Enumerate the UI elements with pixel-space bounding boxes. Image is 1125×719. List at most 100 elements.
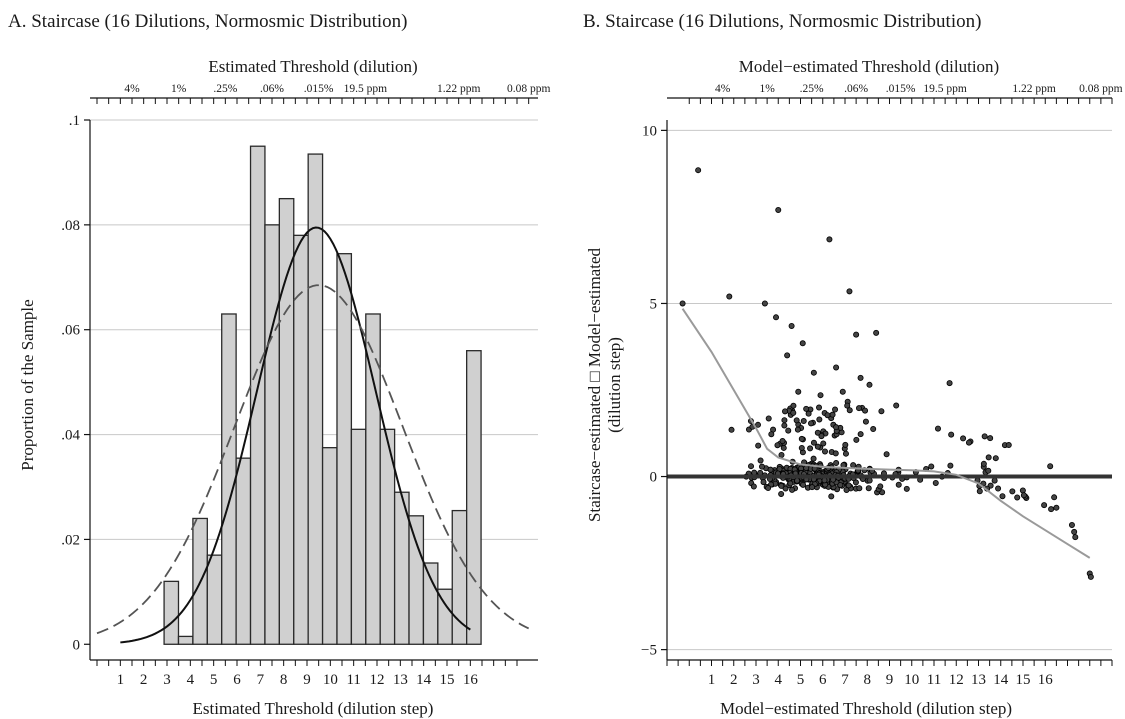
a-y-tick-label: 0 xyxy=(73,637,81,653)
scatter-point xyxy=(856,485,863,492)
scatter-point xyxy=(856,405,863,412)
panel-b-smoother xyxy=(681,308,1091,559)
density-curve-solid xyxy=(120,226,471,644)
scatter-point xyxy=(1041,502,1048,509)
a-x-tick-label: 13 xyxy=(393,672,408,688)
scatter-point xyxy=(810,369,817,376)
scatter-point xyxy=(726,293,733,300)
scatter-point xyxy=(833,424,840,431)
scatter-point xyxy=(810,439,817,446)
scatter-point xyxy=(981,433,988,440)
panel-a-bars xyxy=(163,145,482,645)
histogram-bar xyxy=(235,457,252,645)
scatter-point xyxy=(853,436,860,443)
a-x-tick-label: 6 xyxy=(233,672,241,688)
scatter-point xyxy=(821,448,828,455)
histogram-bar xyxy=(249,145,266,645)
b-x-tick-label: 7 xyxy=(841,672,849,688)
scatter-point xyxy=(778,482,785,489)
histogram-bar xyxy=(206,554,223,645)
b-x-tick-label: 15 xyxy=(1016,672,1031,688)
b-y-tick-label: 10 xyxy=(642,123,657,139)
scatter-point xyxy=(837,482,844,489)
scatter-point xyxy=(799,340,806,347)
a-top-tick-label: 1.22 ppm xyxy=(437,83,481,95)
scatter-point xyxy=(828,493,835,500)
density-curve-dashed xyxy=(96,284,530,635)
a-x-tick-label: 1 xyxy=(117,672,125,688)
a-x-tick-label: 12 xyxy=(370,672,385,688)
scatter-point xyxy=(932,479,939,486)
histogram-bar xyxy=(278,197,295,645)
a-top-tick-label: .06% xyxy=(260,83,284,95)
b-top-tick-label: .015% xyxy=(886,83,916,95)
scatter-point xyxy=(992,455,999,462)
panel-a-top-axis-label: Estimated Threshold (dilution) xyxy=(208,57,417,76)
scatter-point xyxy=(782,408,789,415)
scatter-point xyxy=(818,433,825,440)
b-x-tick-label: 13 xyxy=(971,672,986,688)
a-y-tick-label: .06 xyxy=(61,323,80,339)
a-y-tick-label: .1 xyxy=(69,113,80,129)
scatter-point xyxy=(759,463,766,470)
b-top-tick-label: 19.5 ppm xyxy=(923,83,967,95)
panel-b-y-axis-label-line2: (dilution step) xyxy=(605,337,624,433)
b-top-tick-label: 1% xyxy=(759,83,775,95)
histogram-bar xyxy=(422,562,439,645)
b-top-tick-label: 4% xyxy=(715,83,731,95)
b-y-tick-label: 5 xyxy=(650,296,658,312)
scatter-point xyxy=(965,439,972,446)
b-top-tick-label: .06% xyxy=(844,83,868,95)
b-x-tick-label: 10 xyxy=(904,672,919,688)
scatter-point xyxy=(862,418,869,425)
scatter-point xyxy=(862,407,869,414)
histogram-bar xyxy=(408,515,425,645)
b-x-tick-label: 11 xyxy=(927,672,941,688)
panel-a-y-axis-label: Proportion of the Sample xyxy=(18,299,37,470)
scatter-point xyxy=(980,460,987,467)
scatter-point xyxy=(883,451,890,458)
scatter-point xyxy=(976,488,983,495)
scatter-point xyxy=(805,410,812,417)
scatter-point xyxy=(946,380,953,387)
b-x-tick-label: 6 xyxy=(819,672,827,688)
a-top-tick-label: 4% xyxy=(124,83,140,95)
scatter-point xyxy=(810,455,817,462)
b-x-tick-label: 3 xyxy=(752,672,760,688)
a-y-tick-label: .04 xyxy=(61,428,80,444)
scatter-point xyxy=(866,477,873,484)
panel-b: B. Staircase (16 Dilutions, Normosmic Di… xyxy=(583,11,1123,718)
a-y-tick-label: .02 xyxy=(61,532,80,548)
a-x-tick-label: 10 xyxy=(323,672,338,688)
scatter-point xyxy=(768,431,775,438)
scatter-point xyxy=(895,481,902,488)
scatter-point xyxy=(807,445,814,452)
a-x-tick-label: 5 xyxy=(210,672,218,688)
scatter-point xyxy=(754,421,761,428)
panel-a: A. Staircase (16 Dilutions, Normosmic Di… xyxy=(8,11,550,718)
scatter-point xyxy=(870,426,877,433)
panel-a-density-curves xyxy=(96,226,530,644)
scatter-point xyxy=(816,404,823,411)
scatter-point xyxy=(1053,504,1060,511)
scatter-point xyxy=(928,463,935,470)
scatter-point xyxy=(839,388,846,395)
scatter-point xyxy=(1014,494,1021,501)
scatter-point xyxy=(788,322,795,329)
scatter-point xyxy=(793,417,800,424)
scatter-point xyxy=(794,426,801,433)
b-top-tick-label: .25% xyxy=(800,83,824,95)
scatter-point xyxy=(787,480,794,487)
histogram-bar xyxy=(177,635,194,645)
scatter-point xyxy=(991,477,998,484)
scatter-point xyxy=(695,167,702,174)
scatter-point xyxy=(750,483,757,490)
panel-a-title: A. Staircase (16 Dilutions, Normosmic Di… xyxy=(8,11,407,32)
scatter-point xyxy=(1087,573,1094,580)
scatter-point xyxy=(790,402,797,409)
panel-b-y-axis-label-line1: Staircase−estimated □ Model−estimated xyxy=(585,248,604,522)
scatter-point xyxy=(846,288,853,295)
a-top-tick-label: 19.5 ppm xyxy=(344,83,388,95)
scatter-point xyxy=(775,206,782,213)
